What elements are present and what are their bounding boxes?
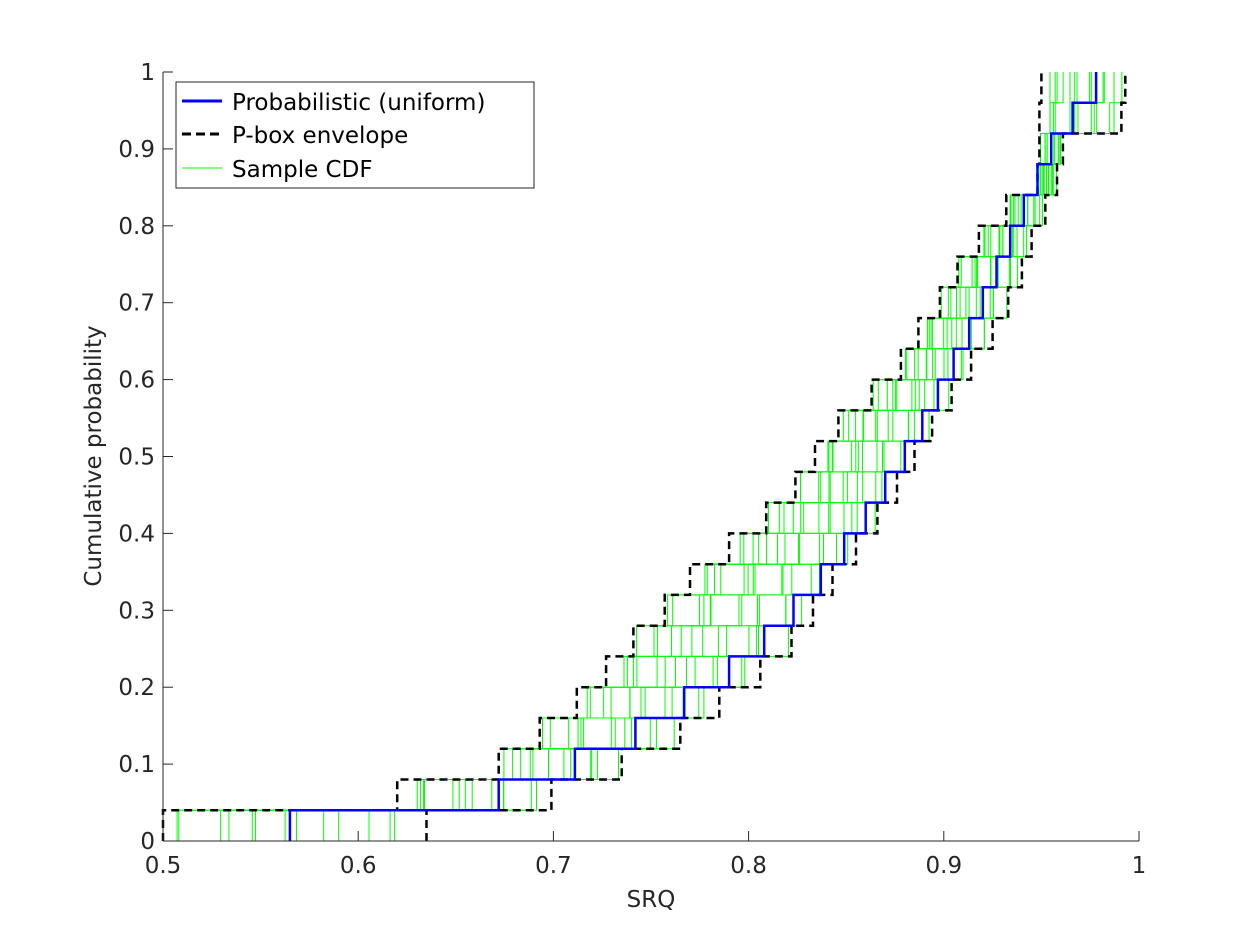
x-tick-label: 1: [1132, 853, 1147, 879]
legend: Probabilistic (uniform) P-box envelope S…: [175, 81, 535, 189]
x-tick-label: 0.5: [145, 853, 182, 879]
y-tick-label: 0.9: [118, 137, 155, 163]
x-tick-label: 0.9: [926, 853, 963, 879]
y-tick-label: 0.1: [118, 752, 155, 778]
pbox-lower-bound-line: [161, 72, 1043, 841]
y-tick-label: 0: [140, 829, 155, 855]
y-axis-label: Cumulative probability: [81, 325, 107, 586]
plot-data-layer: [161, 72, 1127, 841]
legend-label-pbox: P-box envelope: [232, 123, 408, 149]
axes-layer: 0.5 0.6 0.7 0.8 0.9 1 0 0.1 0.2 0.3 0.4 0.5 0.6 0.7 0.…: [118, 60, 1146, 879]
y-tick-label: 0.6: [118, 368, 155, 394]
y-tick-label: 0.3: [118, 598, 155, 624]
pbox-upper-bound-line: [425, 72, 1127, 841]
legend-label-sample: Sample CDF: [232, 157, 373, 183]
x-tick-label: 0.8: [730, 853, 767, 879]
sample-cdf-line: [394, 72, 1123, 841]
y-tick-label: 0.4: [118, 521, 155, 547]
x-axis-label: SRQ: [627, 887, 676, 913]
probabilistic-cdf-line: [288, 72, 1098, 841]
legend-box: [175, 81, 535, 189]
sample-cdf-line: [176, 72, 1058, 841]
x-tick-label: 0.7: [535, 853, 572, 879]
y-tick-label: 0.5: [118, 445, 155, 471]
y-tick-label: 1: [140, 60, 155, 86]
y-tick-label: 0.7: [118, 291, 155, 317]
y-tick-label: 0.2: [118, 675, 155, 701]
sample-cdf-line: [323, 72, 1105, 841]
x-tick-label: 0.6: [340, 853, 377, 879]
sample-cdf-line: [220, 72, 1064, 841]
y-tick-label: 0.8: [118, 214, 155, 240]
sample-cdf-line: [296, 72, 1075, 841]
legend-label-probabilistic: Probabilistic (uniform): [232, 90, 485, 116]
